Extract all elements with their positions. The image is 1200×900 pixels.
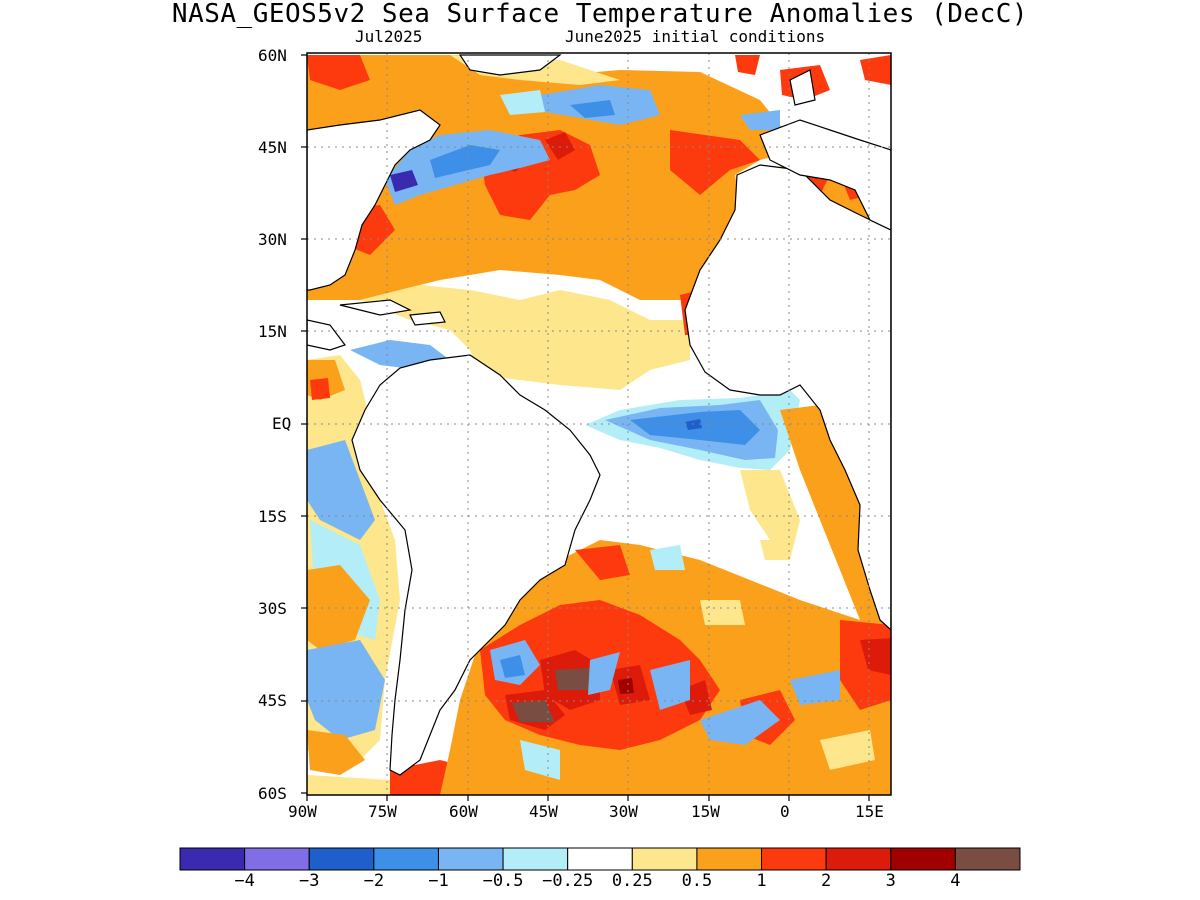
colorbar-swatch [890,847,956,871]
south-america-land [351,354,601,776]
colorbar-label: 1 [756,871,767,891]
lon-tick-90w: 90W [288,802,317,821]
lat-tick-30s: 30S [258,599,287,618]
lon-tick-60w: 60W [449,802,478,821]
lon-tick-30w: 30W [609,802,638,821]
colorbar-swatch [179,847,246,871]
colorbar-swatch [696,847,763,871]
colorbar-swatch [825,847,892,871]
europe-land [759,119,891,231]
colorbar-label: −3 [298,871,320,891]
colorbar-swatch [631,847,698,871]
lat-tick-eq: EQ [272,414,292,433]
subtropical-yellow-area [360,285,690,390]
colorbar-label: 2 [821,871,832,891]
colorbar-label: −2 [363,871,385,891]
colorbar-swatch [437,847,504,871]
lat-tick-45s: 45S [258,691,287,710]
lon-tick-75w: 75W [368,802,397,821]
colorbar-label: 3 [885,871,896,891]
colorbar-swatch [308,847,375,871]
colorbar-swatch [954,847,1021,871]
lon-tick-15w: 15W [691,802,720,821]
axis-ticks [301,54,870,801]
colorbar-swatch [244,847,310,871]
north-america-land [307,109,441,291]
initial-conditions-label: June2025 initial conditions [565,27,826,46]
colorbar-label: −0.25 [542,871,594,891]
colorbar-swatch [567,847,633,871]
colorbar-label: 0.5 [681,871,713,891]
lat-tick-45n: 45N [258,138,287,157]
colorbar-swatch [761,847,827,871]
lat-tick-60s: 60S [258,784,287,803]
africa-land [684,164,891,631]
colorbar-swatch [502,847,569,871]
colorbar-label: 0.25 [611,871,653,891]
lat-tick-15n: 15N [258,322,287,341]
hispaniola-land [409,311,446,326]
map-title: NASA_GEOS5v2 Sea Surface Temperature Ano… [171,0,1029,29]
lon-tick-0: 0 [780,802,790,821]
colorbar-label: −0.5 [482,871,524,891]
graticule [307,53,891,795]
lat-tick-15s: 15S [258,507,287,526]
central-america-land [307,319,346,351]
colorbar-label: −4 [234,871,255,891]
colorbar-label: 4 [950,871,961,891]
cuba-land [339,299,412,316]
continents [307,54,891,776]
forecast-month: Jul2025 [355,27,423,46]
colorbar-label: −1 [428,871,449,891]
anomaly-field [307,53,891,795]
lat-tick-30n: 30N [258,230,287,249]
british-isles-land [789,69,816,106]
colorbar [179,847,1021,871]
lon-tick-45w: 45W [529,802,558,821]
lon-tick-15e: 15E [855,802,884,821]
colorbar-swatch [373,847,439,871]
lat-tick-60n: 60N [258,46,287,65]
